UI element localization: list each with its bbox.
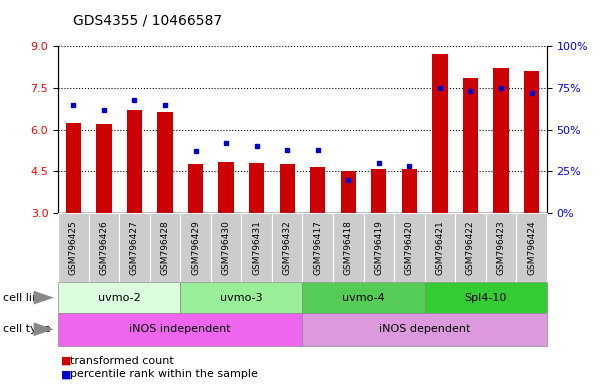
Text: GSM796420: GSM796420 <box>405 220 414 275</box>
Bar <box>127 110 142 213</box>
Text: uvmo-4: uvmo-4 <box>342 293 385 303</box>
Bar <box>158 111 173 213</box>
Text: GSM796425: GSM796425 <box>69 220 78 275</box>
Bar <box>280 164 295 213</box>
Text: iNOS independent: iNOS independent <box>130 324 231 334</box>
Bar <box>219 162 234 213</box>
Text: uvmo-3: uvmo-3 <box>220 293 263 303</box>
Text: cell type: cell type <box>3 324 51 334</box>
Text: GSM796421: GSM796421 <box>436 220 444 275</box>
Bar <box>249 163 264 213</box>
Text: GSM796426: GSM796426 <box>100 220 108 275</box>
Bar <box>97 124 112 213</box>
Bar <box>494 68 508 213</box>
Text: GSM796429: GSM796429 <box>191 220 200 275</box>
Text: GSM796432: GSM796432 <box>283 220 291 275</box>
Text: iNOS dependent: iNOS dependent <box>379 324 470 334</box>
Text: GDS4355 / 10466587: GDS4355 / 10466587 <box>73 13 222 27</box>
Bar <box>341 171 356 213</box>
Text: Spl4-10: Spl4-10 <box>464 293 507 303</box>
Text: GSM796422: GSM796422 <box>466 220 475 275</box>
Bar <box>188 164 203 213</box>
Text: uvmo-2: uvmo-2 <box>98 293 141 303</box>
Text: GSM796431: GSM796431 <box>252 220 261 275</box>
Text: ■: ■ <box>61 356 71 366</box>
Bar <box>402 169 417 213</box>
Text: ■: ■ <box>61 369 71 379</box>
Text: GSM796424: GSM796424 <box>527 220 536 275</box>
Text: transformed count: transformed count <box>70 356 174 366</box>
Bar <box>463 78 478 213</box>
Text: GSM796418: GSM796418 <box>344 220 353 275</box>
Bar <box>524 71 540 213</box>
Text: GSM796428: GSM796428 <box>161 220 169 275</box>
Bar <box>66 122 81 213</box>
Bar <box>433 55 447 213</box>
Text: GSM796423: GSM796423 <box>497 220 505 275</box>
Text: cell line: cell line <box>3 293 46 303</box>
Bar <box>310 167 326 213</box>
Text: GSM796430: GSM796430 <box>222 220 230 275</box>
Text: GSM796419: GSM796419 <box>375 220 383 275</box>
Text: GSM796417: GSM796417 <box>313 220 322 275</box>
Bar <box>371 169 386 213</box>
Text: percentile rank within the sample: percentile rank within the sample <box>70 369 258 379</box>
Text: GSM796427: GSM796427 <box>130 220 139 275</box>
